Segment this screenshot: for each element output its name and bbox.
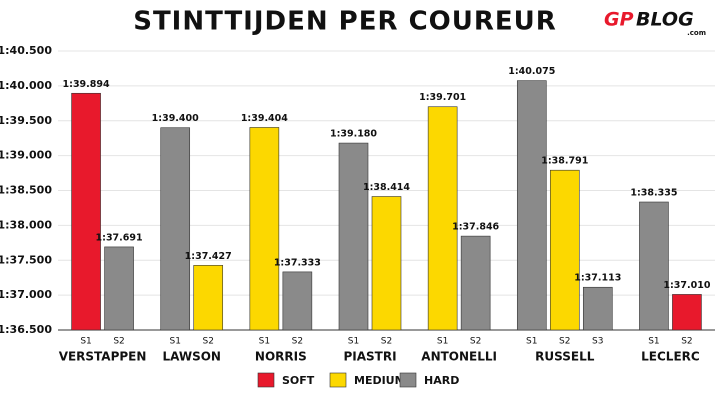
stint-label: S1 — [648, 337, 659, 347]
chart-title: STINTTIJDEN PER COUREUR — [133, 7, 557, 37]
value-label: 1:39.894 — [63, 79, 110, 90]
x-tick-label: PIASTRI — [343, 350, 396, 364]
x-tick-label: LECLERC — [641, 350, 700, 364]
y-tick-label: 1:39.500 — [0, 114, 52, 127]
bar — [582, 286, 613, 331]
legend-label: MEDIUM — [354, 374, 406, 387]
legend-swatch — [329, 372, 347, 388]
bar — [249, 127, 280, 331]
y-tick-label: 1:37.500 — [0, 253, 52, 266]
value-label: 1:37.427 — [185, 251, 232, 262]
x-tick-label: ANTONELLI — [421, 350, 497, 364]
value-label: 1:37.333 — [274, 257, 321, 268]
stint-label: S2 — [113, 337, 124, 347]
y-tick-label: 1:38.500 — [0, 184, 52, 197]
y-tick-label: 1:40.500 — [0, 44, 52, 57]
bar — [338, 142, 369, 331]
stint-label: S2 — [202, 337, 213, 347]
bar — [672, 294, 702, 331]
bar — [104, 246, 134, 331]
y-tick-label: 1:39.000 — [0, 149, 52, 162]
bar — [71, 92, 101, 331]
bar — [460, 235, 491, 331]
bar — [516, 80, 547, 331]
y-tick-label: 1:38.000 — [0, 218, 52, 231]
value-label: 1:37.010 — [663, 280, 710, 291]
stint-label: S2 — [381, 337, 392, 347]
bar — [160, 127, 191, 331]
value-label: 1:38.791 — [541, 156, 588, 167]
bar — [371, 196, 402, 331]
y-tick-label: 1:40.000 — [0, 79, 52, 92]
legend-swatch — [257, 372, 275, 388]
y-tick-label: 1:36.500 — [0, 323, 52, 336]
bar — [639, 201, 669, 331]
value-label: 1:37.846 — [452, 222, 499, 233]
value-label: 1:39.400 — [152, 113, 199, 124]
value-label: 1:38.335 — [630, 188, 677, 199]
stint-label: S2 — [559, 337, 570, 347]
stint-label: S1 — [169, 337, 180, 347]
value-label: 1:38.414 — [363, 182, 410, 193]
stint-label: S2 — [292, 337, 303, 347]
value-label: 1:39.701 — [419, 92, 466, 103]
x-tick-label: NORRIS — [255, 350, 307, 364]
stint-label: S1 — [80, 337, 91, 347]
bar — [549, 169, 580, 331]
legend-label: HARD — [424, 374, 459, 387]
stint-label: S1 — [259, 337, 270, 347]
stint-label: S3 — [592, 337, 603, 347]
logo-blog: BLOG — [636, 9, 694, 31]
stint-label: S1 — [348, 337, 359, 347]
stint-label: S1 — [526, 337, 537, 347]
x-tick-label: RUSSELL — [535, 350, 595, 364]
stint-label: S1 — [437, 337, 448, 347]
bar — [427, 106, 458, 331]
stint-label: S2 — [681, 337, 692, 347]
logo-gp: GP — [604, 9, 634, 31]
x-tick-label: VERSTAPPEN — [59, 350, 147, 364]
bar — [193, 265, 224, 331]
x-tick-label: LAWSON — [162, 350, 221, 364]
value-label: 1:37.113 — [574, 273, 621, 284]
legend-label: SOFT — [282, 374, 315, 387]
value-label: 1:39.404 — [241, 113, 288, 124]
value-label: 1:39.180 — [330, 129, 377, 140]
stint-label: S2 — [470, 337, 481, 347]
value-label: 1:40.075 — [508, 66, 555, 77]
value-label: 1:37.691 — [96, 232, 143, 243]
legend-swatch — [399, 372, 417, 388]
logo-com: .com — [687, 29, 706, 37]
y-tick-label: 1:37.000 — [0, 288, 52, 301]
bar — [282, 271, 313, 331]
